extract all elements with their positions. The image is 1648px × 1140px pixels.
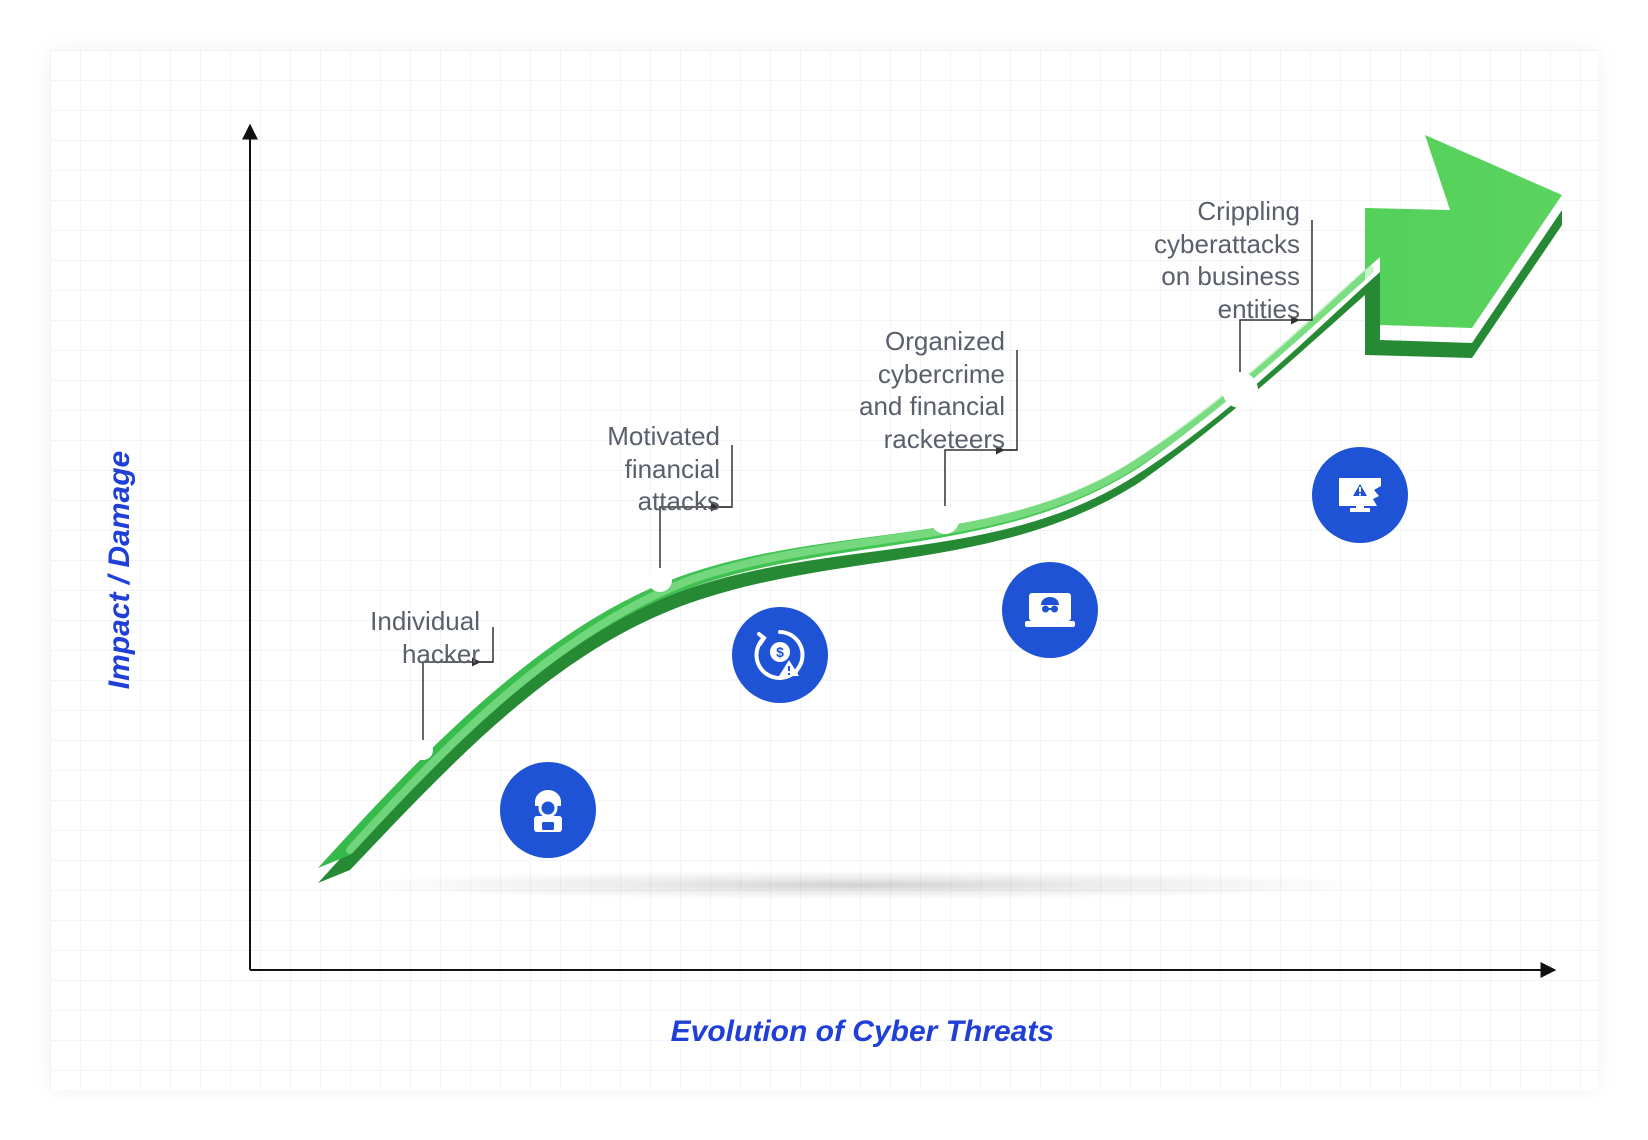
svg-text:$: $ bbox=[776, 644, 784, 660]
stage-label-individual-hacker: Individualhacker bbox=[370, 605, 480, 670]
callout-lines bbox=[50, 50, 1598, 1090]
laptop-spy-icon bbox=[1002, 562, 1098, 658]
hacker-icon bbox=[500, 762, 596, 858]
money-alert-icon: $ bbox=[732, 607, 828, 703]
screen-broken-icon bbox=[1312, 447, 1408, 543]
stage-label-crippling-attacks: Cripplingcyberattackson businessentities bbox=[1154, 195, 1300, 325]
stage-dot-1 bbox=[413, 740, 433, 760]
stage-dot-2 bbox=[648, 568, 672, 592]
stage-dot-3 bbox=[931, 506, 959, 534]
stage-label-motivated-financial: Motivatedfinancialattacks bbox=[607, 420, 720, 518]
stage-label-organized-cybercrime: Organizedcybercrimeand financialracketee… bbox=[859, 325, 1005, 455]
stage-dot-4 bbox=[1222, 372, 1258, 408]
chart-panel: Impact / Damage Evolution of Cyber Threa… bbox=[50, 50, 1598, 1090]
